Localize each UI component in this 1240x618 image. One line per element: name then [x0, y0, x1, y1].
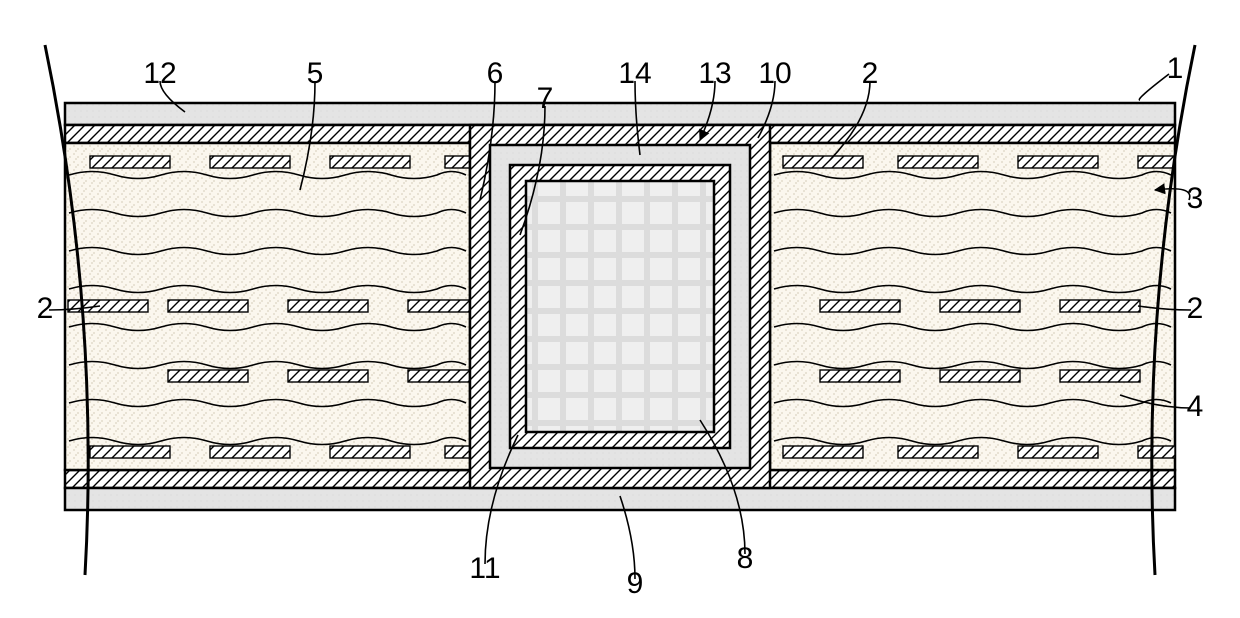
conductor-segment	[90, 156, 170, 168]
reference-numeral-13: 13	[698, 57, 731, 90]
conductor-segment	[288, 370, 368, 382]
conductor-segment	[445, 446, 470, 458]
center-core	[526, 181, 714, 432]
reference-numeral-3: 3	[1187, 182, 1204, 215]
conductor-segment	[408, 300, 470, 312]
reference-numeral-7: 7	[537, 82, 554, 115]
reference-numeral-14: 14	[618, 57, 651, 90]
conductor-segment	[820, 300, 900, 312]
cross-section-diagram: 125671413102132421198	[0, 0, 1240, 618]
conductor-segment	[783, 156, 863, 168]
reference-numeral-1: 1	[1167, 52, 1184, 85]
conductor-segment	[210, 446, 290, 458]
reference-numeral-4: 4	[1187, 390, 1204, 423]
conductor-segment	[940, 300, 1020, 312]
conductor-segment	[1138, 446, 1175, 458]
leader-line	[1139, 74, 1169, 100]
conductor-segment	[210, 156, 290, 168]
conductor-segment	[940, 370, 1020, 382]
conductor-segment	[445, 156, 470, 168]
conductor-segment	[1138, 156, 1175, 168]
conductor-segment	[898, 156, 978, 168]
conductor-segment	[288, 300, 368, 312]
reference-numeral-9: 9	[627, 567, 644, 600]
reference-numeral-2a: 2	[862, 57, 879, 90]
conductor-segment	[898, 446, 978, 458]
reference-numeral-5: 5	[307, 57, 324, 90]
reference-numeral-12: 12	[143, 57, 176, 90]
reference-numeral-6: 6	[487, 57, 504, 90]
reference-numeral-10: 10	[758, 57, 791, 90]
reference-numeral-2l: 2	[37, 292, 54, 325]
conductor-segment	[783, 446, 863, 458]
reference-numeral-11: 11	[469, 552, 500, 585]
conductor-segment	[1018, 446, 1098, 458]
conductor-segment	[1018, 156, 1098, 168]
conductor-segment	[408, 370, 470, 382]
conductor-segment	[330, 156, 410, 168]
conductor-segment	[330, 446, 410, 458]
conductor-segment	[168, 370, 248, 382]
top-plate	[65, 103, 1175, 125]
conductor-segment	[1060, 300, 1140, 312]
conductor-segment	[168, 300, 248, 312]
bottom-plate	[65, 488, 1175, 510]
conductor-segment	[820, 370, 900, 382]
reference-numeral-8: 8	[737, 542, 754, 575]
conductor-segment	[90, 446, 170, 458]
conductor-segment	[1060, 370, 1140, 382]
reference-numeral-2r: 2	[1187, 292, 1204, 325]
conductor-segment	[68, 300, 148, 312]
